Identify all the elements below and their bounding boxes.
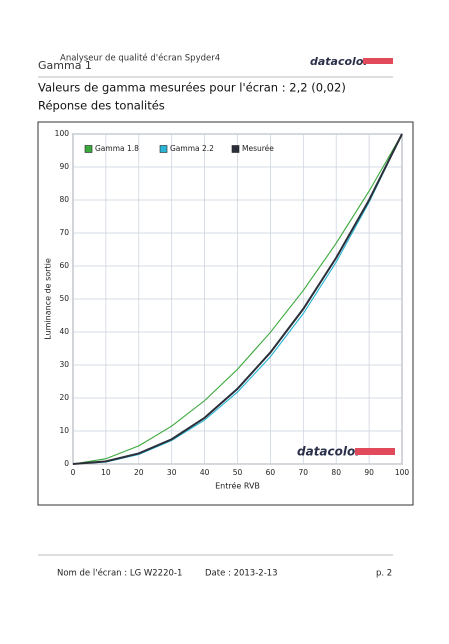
x-tick-label: 10: [101, 468, 111, 477]
footer-date: Date : 2013-2-13: [205, 569, 278, 579]
x-tick-label: 40: [200, 468, 210, 477]
legend-swatch: [159, 145, 168, 153]
legend-label: Gamma 2.2: [170, 144, 214, 153]
y-tick-label: 100: [55, 129, 70, 138]
watermark: datacolor: [297, 445, 362, 459]
x-axis-title: Entrée RVB: [215, 481, 260, 491]
legend-label: Mesurée: [242, 144, 274, 153]
y-tick-label: 90: [59, 162, 69, 171]
y-tick-label: 50: [59, 294, 69, 303]
heading: Valeurs de gamma mesurées pour l'écran :…: [38, 81, 346, 95]
logo: datacolor: [310, 55, 369, 68]
chart: 0 10 20 30 40 50 60 70 80 90 100 0 10 20 30 40 50 60 70 80 9…: [44, 129, 410, 491]
x-tick-label: 80: [331, 468, 341, 477]
y-tick-label: 10: [59, 426, 69, 435]
x-tick-label: 90: [364, 468, 374, 477]
y-tick-label: 20: [59, 393, 69, 402]
x-tick-label: 0: [71, 468, 76, 477]
footer-page: p. 2: [376, 569, 392, 579]
legend-swatch: [84, 145, 93, 153]
y-tick-label: 0: [64, 459, 69, 468]
watermark-bar: [355, 448, 395, 455]
section-title: Gamma 1: [38, 59, 92, 72]
x-tick-label: 100: [395, 468, 410, 477]
x-tick-label: 50: [233, 468, 243, 477]
y-tick-label: 60: [59, 261, 69, 270]
series-line: [72, 133, 403, 465]
x-tick-label: 60: [266, 468, 276, 477]
logo-bar: [363, 58, 393, 64]
y-tick-label: 70: [59, 228, 69, 237]
subheading: Réponse des tonalités: [38, 99, 165, 113]
x-tick-label: 30: [167, 468, 177, 477]
y-tick-label: 80: [59, 195, 69, 204]
series-line: [72, 133, 403, 465]
legend-swatch: [231, 145, 240, 153]
y-tick-label: 30: [59, 360, 69, 369]
y-axis-title: Luminance de sortie: [44, 258, 53, 340]
x-tick-label: 70: [299, 468, 309, 477]
header-title: Analyseur de qualité d'écran Spyder4: [60, 53, 220, 64]
footer-screen: Nom de l'écran : LG W2220-1: [57, 568, 182, 579]
legend-label: Gamma 1.8: [95, 144, 139, 153]
y-tick-label: 40: [59, 327, 69, 336]
x-tick-label: 20: [134, 468, 144, 477]
